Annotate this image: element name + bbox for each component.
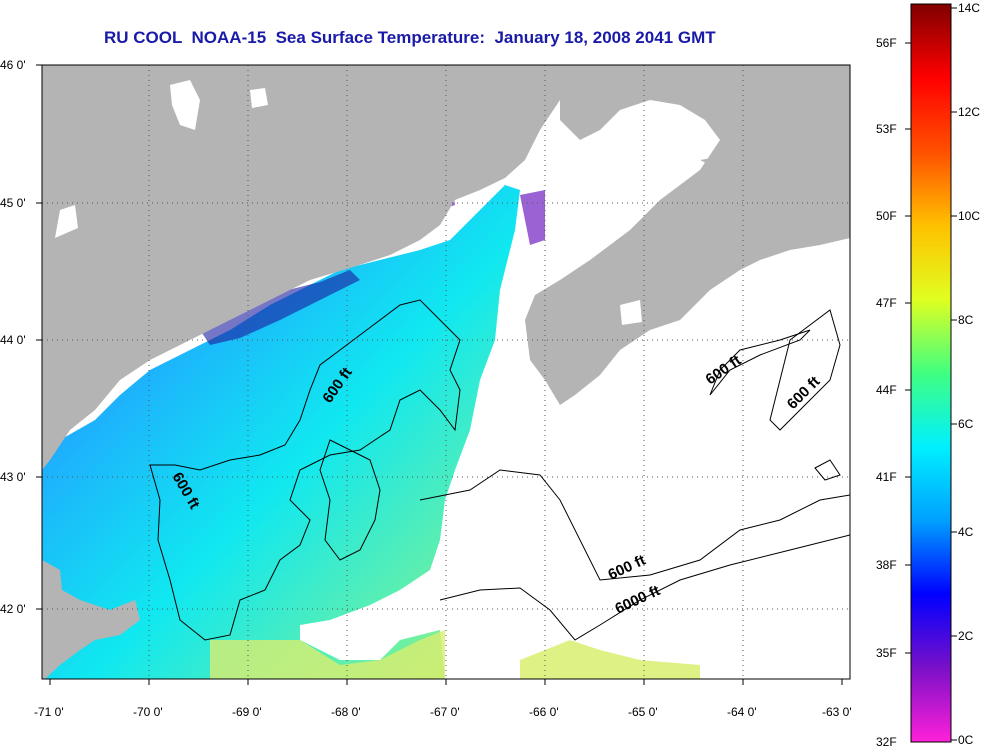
y-tick-label: 46 0' bbox=[0, 58, 26, 72]
colorbar-f-label: 35F bbox=[876, 646, 897, 660]
x-tick-label: -67 0' bbox=[430, 705, 460, 719]
colorbar-f-label: 41F bbox=[876, 470, 897, 484]
x-tick-label: -66 0' bbox=[529, 705, 559, 719]
colorbar-c-label: 6C bbox=[958, 417, 974, 431]
y-tick-label: 43 0' bbox=[0, 470, 26, 484]
colorbar-f-label: 32F bbox=[876, 735, 897, 749]
colorbar-f-label: 56F bbox=[876, 36, 897, 50]
x-tick-label: -64 0' bbox=[727, 705, 757, 719]
map-area: 600 ft 600 ft 600 ft 600 ft 600 ft 6000 … bbox=[42, 65, 850, 679]
colorbar-f-label: 38F bbox=[876, 558, 897, 572]
map-title: RU COOL NOAA-15 Sea Surface Temperature:… bbox=[104, 28, 716, 47]
colorbar-c-label: 12C bbox=[958, 105, 980, 119]
colorbar-f-label: 47F bbox=[876, 296, 897, 310]
x-tick-label: -70 0' bbox=[133, 705, 163, 719]
colorbar-gradient bbox=[910, 3, 952, 743]
sst-imagery bbox=[42, 185, 520, 679]
colorbar-ticks bbox=[905, 7, 957, 741]
colorbar-c-label: 14C bbox=[958, 1, 980, 15]
colorbar-c-label: 2C bbox=[958, 629, 974, 643]
colorbar: 56F 53F 50F 47F 44F 41F 38F 35F 32F 14C … bbox=[876, 1, 980, 749]
x-tick-label: -71 0' bbox=[34, 705, 64, 719]
colorbar-c-label: 8C bbox=[958, 313, 974, 327]
y-axis-ticks bbox=[36, 64, 42, 610]
x-tick-label: -69 0' bbox=[232, 705, 262, 719]
y-tick-label: 45 0' bbox=[0, 196, 26, 210]
x-tick-label: -65 0' bbox=[628, 705, 658, 719]
colorbar-c-label: 10C bbox=[958, 209, 980, 223]
colorbar-f-label: 50F bbox=[876, 209, 897, 223]
x-tick-label: -63 0' bbox=[822, 705, 852, 719]
y-tick-label: 44 0' bbox=[0, 333, 26, 347]
colorbar-c-label: 0C bbox=[958, 733, 974, 747]
land-new-england bbox=[42, 65, 560, 470]
land-cape-cod bbox=[42, 560, 140, 679]
y-tick-label: 42 0' bbox=[0, 602, 26, 616]
colorbar-f-label: 53F bbox=[876, 122, 897, 136]
bathymetry-contours bbox=[149, 299, 850, 641]
colorbar-c-label: 4C bbox=[958, 525, 974, 539]
x-tick-label: -68 0' bbox=[331, 705, 361, 719]
x-axis-ticks bbox=[49, 679, 843, 685]
colorbar-f-label: 44F bbox=[876, 383, 897, 397]
